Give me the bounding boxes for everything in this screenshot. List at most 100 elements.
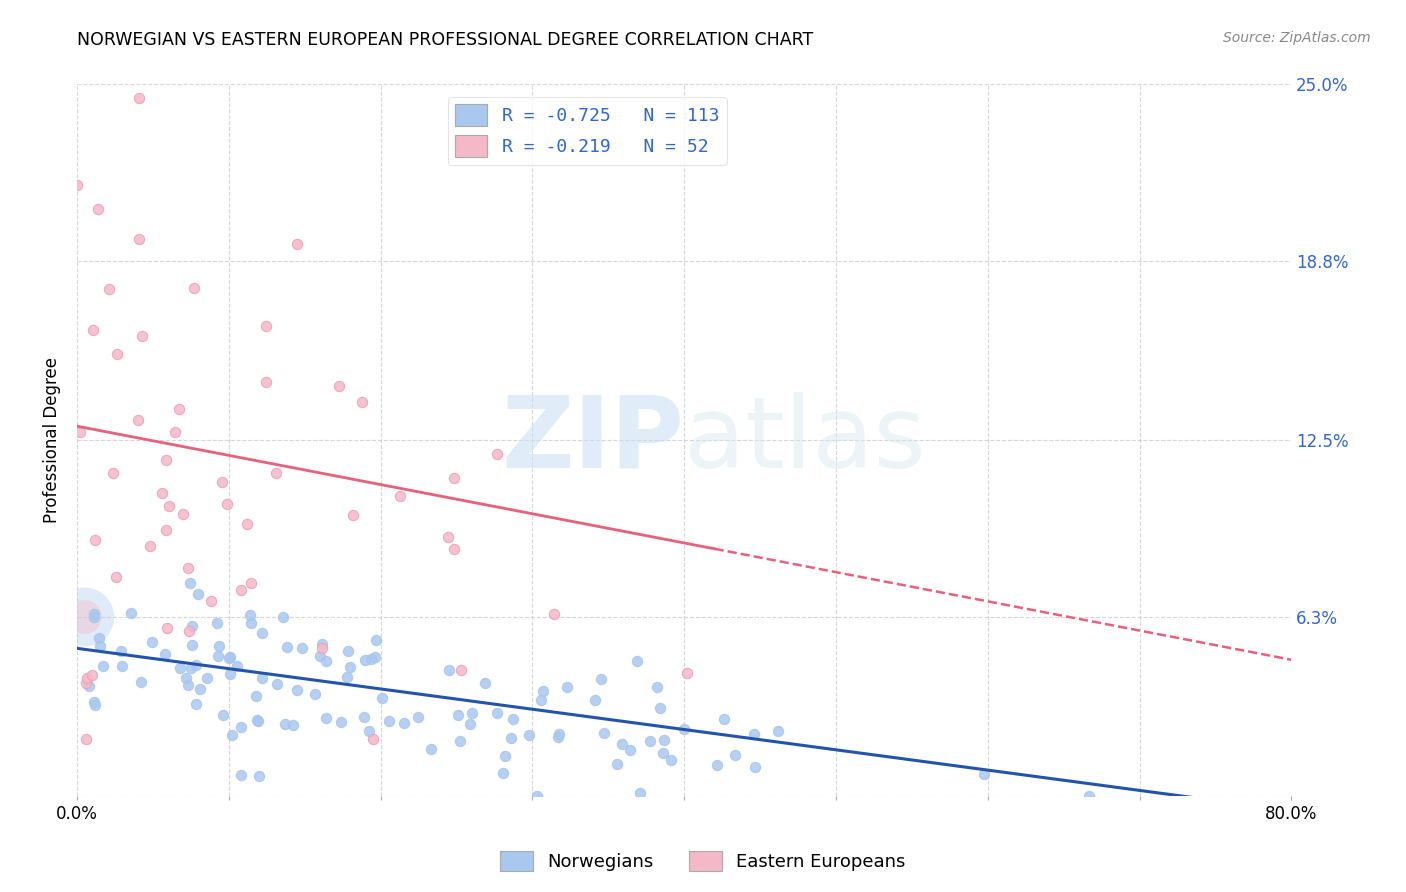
Point (83, 698, 105, 712)
Point (235, 517, 257, 532)
Point (628, 786, 651, 800)
Point (240, 576, 263, 591)
Point (110, 643, 132, 657)
Point (128, 91, 150, 105)
Point (84, 533, 107, 547)
Point (83, 695, 105, 709)
Point (211, 708, 233, 723)
Point (330, 715, 353, 730)
Point (157, 500, 180, 514)
Point (247, 769, 270, 783)
Point (304, 687, 326, 701)
Point (247, 714, 270, 728)
Point (226, 659, 249, 673)
Point (1078, 789, 1101, 804)
Point (127, 412, 149, 426)
Point (973, 766, 995, 780)
Text: ZIP: ZIP (502, 392, 685, 489)
Point (315, 711, 337, 725)
Point (218, 666, 240, 681)
Point (619, 742, 641, 756)
Point (447, 708, 470, 723)
Point (195, 672, 218, 686)
Point (218, 650, 240, 665)
Point (285, 683, 308, 698)
Point (131, 329, 153, 343)
Point (179, 575, 201, 590)
Point (239, 615, 262, 630)
Point (589, 672, 612, 686)
Point (188, 681, 211, 696)
Point (229, 768, 252, 782)
Point (592, 725, 614, 739)
Point (254, 319, 277, 334)
Point (219, 650, 242, 665)
Point (328, 378, 350, 392)
Point (450, 663, 472, 677)
Point (648, 701, 671, 715)
Point (66, 178, 89, 192)
Point (354, 653, 377, 667)
Point (141, 635, 163, 649)
Point (652, 747, 675, 761)
Point (207, 648, 229, 663)
Point (98, 281, 121, 295)
Point (187, 587, 209, 601)
Point (155, 647, 177, 661)
Point (77, 680, 100, 694)
Legend: Norwegians, Eastern Europeans: Norwegians, Eastern Europeans (494, 844, 912, 879)
Point (311, 640, 333, 655)
Point (612, 737, 634, 751)
Point (486, 706, 509, 720)
Point (371, 691, 394, 706)
Point (311, 637, 333, 651)
Point (169, 661, 191, 675)
Point (271, 609, 294, 624)
Point (360, 651, 382, 665)
Point (89, 632, 111, 646)
Point (359, 724, 381, 739)
Point (675, 666, 697, 681)
Legend: R = -0.725   N = 113, R = -0.219   N = 52: R = -0.725 N = 113, R = -0.219 N = 52 (447, 97, 727, 164)
Point (766, 724, 789, 739)
Point (177, 560, 200, 574)
Point (229, 583, 252, 598)
Point (180, 638, 202, 652)
Point (606, 757, 628, 772)
Point (364, 632, 387, 647)
Point (254, 375, 277, 389)
Point (547, 727, 569, 741)
Point (184, 697, 207, 711)
Point (364, 649, 387, 664)
Point (156, 622, 179, 636)
Point (82, 323, 104, 337)
Point (406, 710, 429, 724)
Point (177, 678, 200, 692)
Point (184, 657, 207, 672)
Point (207, 639, 229, 653)
Point (309, 648, 332, 663)
Point (180, 619, 202, 633)
Point (659, 753, 682, 767)
Point (474, 676, 496, 690)
Point (139, 540, 162, 554)
Point (638, 734, 661, 748)
Point (492, 766, 515, 780)
Point (437, 530, 460, 544)
Point (252, 626, 274, 640)
Point (378, 714, 401, 728)
Point (105, 570, 128, 584)
Point (744, 760, 766, 774)
Point (557, 680, 579, 694)
Point (75, 732, 97, 747)
Point (353, 709, 375, 723)
Point (724, 747, 747, 762)
Point (458, 716, 481, 731)
Point (547, 730, 569, 744)
Point (285, 237, 308, 252)
Point (494, 748, 516, 763)
Point (543, 607, 565, 622)
Point (155, 453, 177, 467)
Point (129, 675, 152, 690)
Point (342, 508, 364, 522)
